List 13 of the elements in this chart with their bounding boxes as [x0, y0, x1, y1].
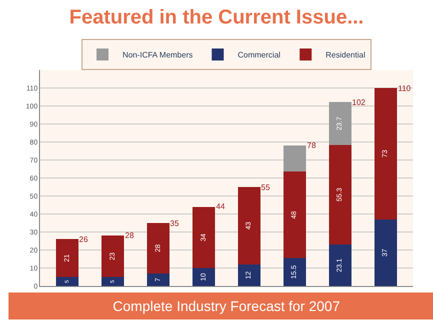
total-label: 102: [352, 98, 366, 107]
total-label: 44: [216, 202, 226, 211]
total-label: 28: [125, 231, 134, 240]
total-label: 26: [79, 235, 88, 244]
total-label: 35: [170, 219, 180, 228]
chart-title: Featured in the Current Issue...: [69, 6, 364, 29]
legend-label: Commercial: [238, 50, 281, 60]
total-label: 110: [398, 84, 412, 93]
text: Complete Industry Forecast for 2007: [112, 298, 340, 314]
total-label: 55: [261, 183, 270, 192]
total-label: 78: [307, 141, 316, 150]
legend-label: Non-ICFA Members: [122, 50, 193, 60]
legend-label: Residential: [326, 50, 366, 60]
